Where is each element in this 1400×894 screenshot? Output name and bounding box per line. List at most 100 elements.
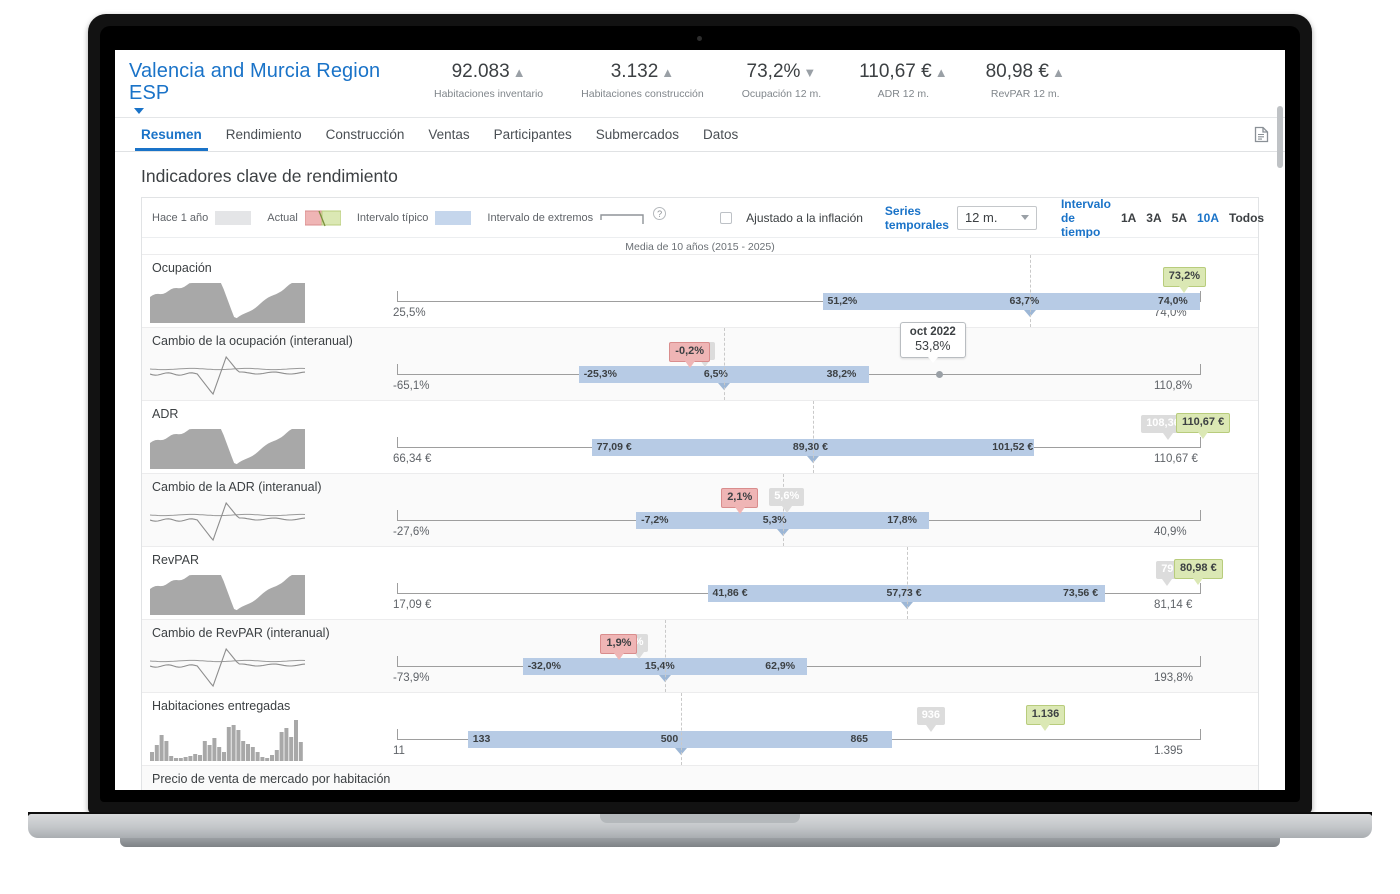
time-interval-label: Intervalo de tiempo bbox=[1060, 196, 1111, 239]
sparkline-chart bbox=[150, 571, 305, 615]
range-min-label: 11 bbox=[393, 745, 405, 757]
q1-label: 133 bbox=[472, 733, 491, 745]
q3-label: 73,56 € bbox=[1063, 587, 1099, 599]
help-icon[interactable]: ? bbox=[653, 207, 667, 220]
kpi-row: RevPAR 17,09 € 81,14 € 41,86 € 57,73 € 73,56 … bbox=[142, 546, 1258, 619]
actual-value-pill: 110,67 € bbox=[1176, 413, 1231, 439]
legend-swatch-extreme bbox=[600, 211, 644, 225]
axis-tick-max bbox=[1200, 437, 1201, 448]
median-label: 500 bbox=[660, 733, 679, 745]
page-title: Indicadores clave de rendimiento bbox=[141, 166, 398, 186]
inflation-checkbox[interactable] bbox=[720, 211, 733, 224]
actual-value-pill: 2,1% bbox=[721, 488, 759, 514]
year-ago-pill: 79 bbox=[1156, 561, 1179, 586]
sparkline-chart bbox=[150, 425, 305, 469]
kpi-row-label: Cambio de la ocupación (interanual) bbox=[152, 334, 353, 348]
range-1a[interactable]: 1A bbox=[1120, 210, 1137, 225]
actual-value-pill: -0,2% bbox=[669, 342, 711, 368]
kpi-row-label: Ocupación bbox=[152, 261, 212, 275]
axis-tick-min bbox=[397, 364, 398, 375]
sparkline-chart bbox=[150, 717, 305, 761]
bullet-chart: -27,6% 40,9% -7,2% 5,3% 17,8% 5,6% 2,1% bbox=[342, 474, 1250, 546]
legend-actual: Actual bbox=[267, 210, 342, 226]
range-3a[interactable]: 3A bbox=[1146, 210, 1162, 225]
q3-label: 62,9% bbox=[765, 660, 796, 672]
hover-tooltip: oct 2022 53,8% bbox=[899, 322, 966, 363]
bullet-chart: -73,9% 193,8% -32,0% 15,4% 62,9%% 1,9% bbox=[342, 620, 1250, 692]
chevron-down-icon[interactable] bbox=[134, 108, 144, 114]
typical-range-bar bbox=[636, 512, 930, 529]
metric-value: 3.132 bbox=[610, 61, 659, 82]
range-max-label: 74,0% bbox=[1154, 307, 1187, 319]
range-min-label: -73,9% bbox=[393, 672, 430, 684]
period-select[interactable]: 12 m. bbox=[956, 205, 1037, 230]
median-label: 63,7% bbox=[1009, 295, 1040, 307]
range-min-label: -65,1% bbox=[393, 380, 430, 392]
median-label: 6,5% bbox=[703, 368, 728, 380]
kpi-row: Habitaciones entregadas 11 1.395 133 500 865 9… bbox=[142, 692, 1258, 765]
inflation-checkbox-row[interactable]: Ajustado a la inflación bbox=[720, 211, 863, 225]
median-label: 5,3% bbox=[762, 514, 787, 526]
tab-ventas[interactable]: Ventas bbox=[428, 127, 470, 142]
axis-tick-min bbox=[397, 437, 398, 448]
metric-label: ADR 12 m. bbox=[877, 88, 930, 100]
sparkline-chart bbox=[150, 279, 305, 323]
tab-participantes[interactable]: Participantes bbox=[493, 127, 572, 142]
kpi-row: Ocupación 25,5% 74,0% 51,2% 63,7% 74,0% 73,2% bbox=[142, 254, 1258, 327]
tab-submercados[interactable]: Submercados bbox=[595, 127, 680, 142]
tooltip-value: 53,8% bbox=[915, 339, 951, 353]
kpi-row-label: Cambio de la ADR (interanual) bbox=[152, 480, 322, 494]
bullet-chart: -65,1%110,8%-25,3%6,5%38,2%%-0,2%oct 202… bbox=[342, 322, 1250, 400]
tab-datos[interactable]: Datos bbox=[703, 127, 739, 142]
actual-value-pill: 1.136 bbox=[1025, 705, 1066, 731]
q1-label: 41,86 € bbox=[712, 587, 748, 599]
range-10a[interactable]: 10A bbox=[1196, 210, 1219, 225]
kpi-row-label: ADR bbox=[152, 407, 179, 421]
scrollbar-thumb[interactable] bbox=[1277, 106, 1283, 168]
kpi-row: Cambio de RevPAR (interanual) -73,9% 193,8… bbox=[142, 619, 1258, 692]
tooltip-anchor-dot bbox=[936, 371, 944, 378]
median-label: 57,73 € bbox=[886, 587, 922, 599]
tab-rendimiento[interactable]: Rendimiento bbox=[225, 127, 302, 142]
page-scrollbar[interactable] bbox=[1277, 60, 1283, 760]
year-ago-pill: 5,6% bbox=[769, 488, 805, 513]
legend-swatch-blue bbox=[435, 210, 472, 225]
range-todos[interactable]: Todos bbox=[1229, 210, 1265, 225]
metric-value: 92.083 bbox=[451, 61, 510, 82]
market-selector[interactable]: Valencia and Murcia Region ESP bbox=[129, 60, 415, 122]
average-note-wrap: Media de 10 años (2015 - 2025) bbox=[142, 238, 1258, 254]
market-title: Valencia and Murcia Region ESP bbox=[129, 60, 381, 104]
laptop-screen: Valencia and Murcia Region ESP Hoteles y… bbox=[115, 50, 1285, 790]
axis-tick-min bbox=[397, 656, 398, 667]
trend-up-icon: ▲ bbox=[1051, 65, 1065, 80]
tab-construccion[interactable]: Construcción bbox=[325, 127, 405, 142]
median-guide-line bbox=[812, 401, 814, 473]
export-report-button[interactable] bbox=[1254, 118, 1285, 151]
axis-tick-min bbox=[397, 291, 398, 302]
axis-tick-max bbox=[1200, 364, 1201, 375]
range-min-label: -27,6% bbox=[393, 526, 430, 538]
metric-construction: 3.132 ▲ Habitaciones construcción bbox=[562, 60, 723, 100]
period-select-value: 12 m. bbox=[964, 210, 998, 225]
axis-tick-max bbox=[1200, 729, 1201, 740]
kpi-row: ADR 66,34 € 110,67 € 77,09 € 89,30 € 101,52 €… bbox=[142, 400, 1258, 473]
range-max-label: 1.395 bbox=[1154, 745, 1183, 757]
app-window: Valencia and Murcia Region ESP Hoteles y… bbox=[115, 50, 1285, 790]
range-5a[interactable]: 5A bbox=[1171, 210, 1187, 225]
tab-resumen[interactable]: Resumen bbox=[129, 118, 214, 151]
legend-label: Hace 1 año bbox=[152, 211, 209, 224]
range-min-label: 17,09 € bbox=[393, 599, 432, 611]
median-guide-line bbox=[906, 547, 908, 619]
axis-tick-max bbox=[1200, 510, 1201, 521]
median-guide-line bbox=[664, 620, 666, 692]
trend-up-icon: ▲ bbox=[661, 65, 675, 80]
actual-value-pill: 73,2% bbox=[1162, 267, 1206, 293]
bullet-chart: 66,34 €110,67 €77,09 €89,30 €101,52 €108… bbox=[342, 401, 1250, 473]
q1-label: 77,09 € bbox=[596, 441, 632, 453]
typical-range-bar bbox=[578, 366, 869, 383]
kpi-row: Precio de venta de mercado por habitació… bbox=[142, 765, 1258, 790]
timeseries-link[interactable]: Series temporales bbox=[884, 203, 949, 232]
kpi-summary-metrics: 92.083 ▲ Habitaciones inventario 3.132 ▲ H… bbox=[415, 50, 1084, 100]
metric-value: 110,67 € bbox=[859, 61, 932, 82]
